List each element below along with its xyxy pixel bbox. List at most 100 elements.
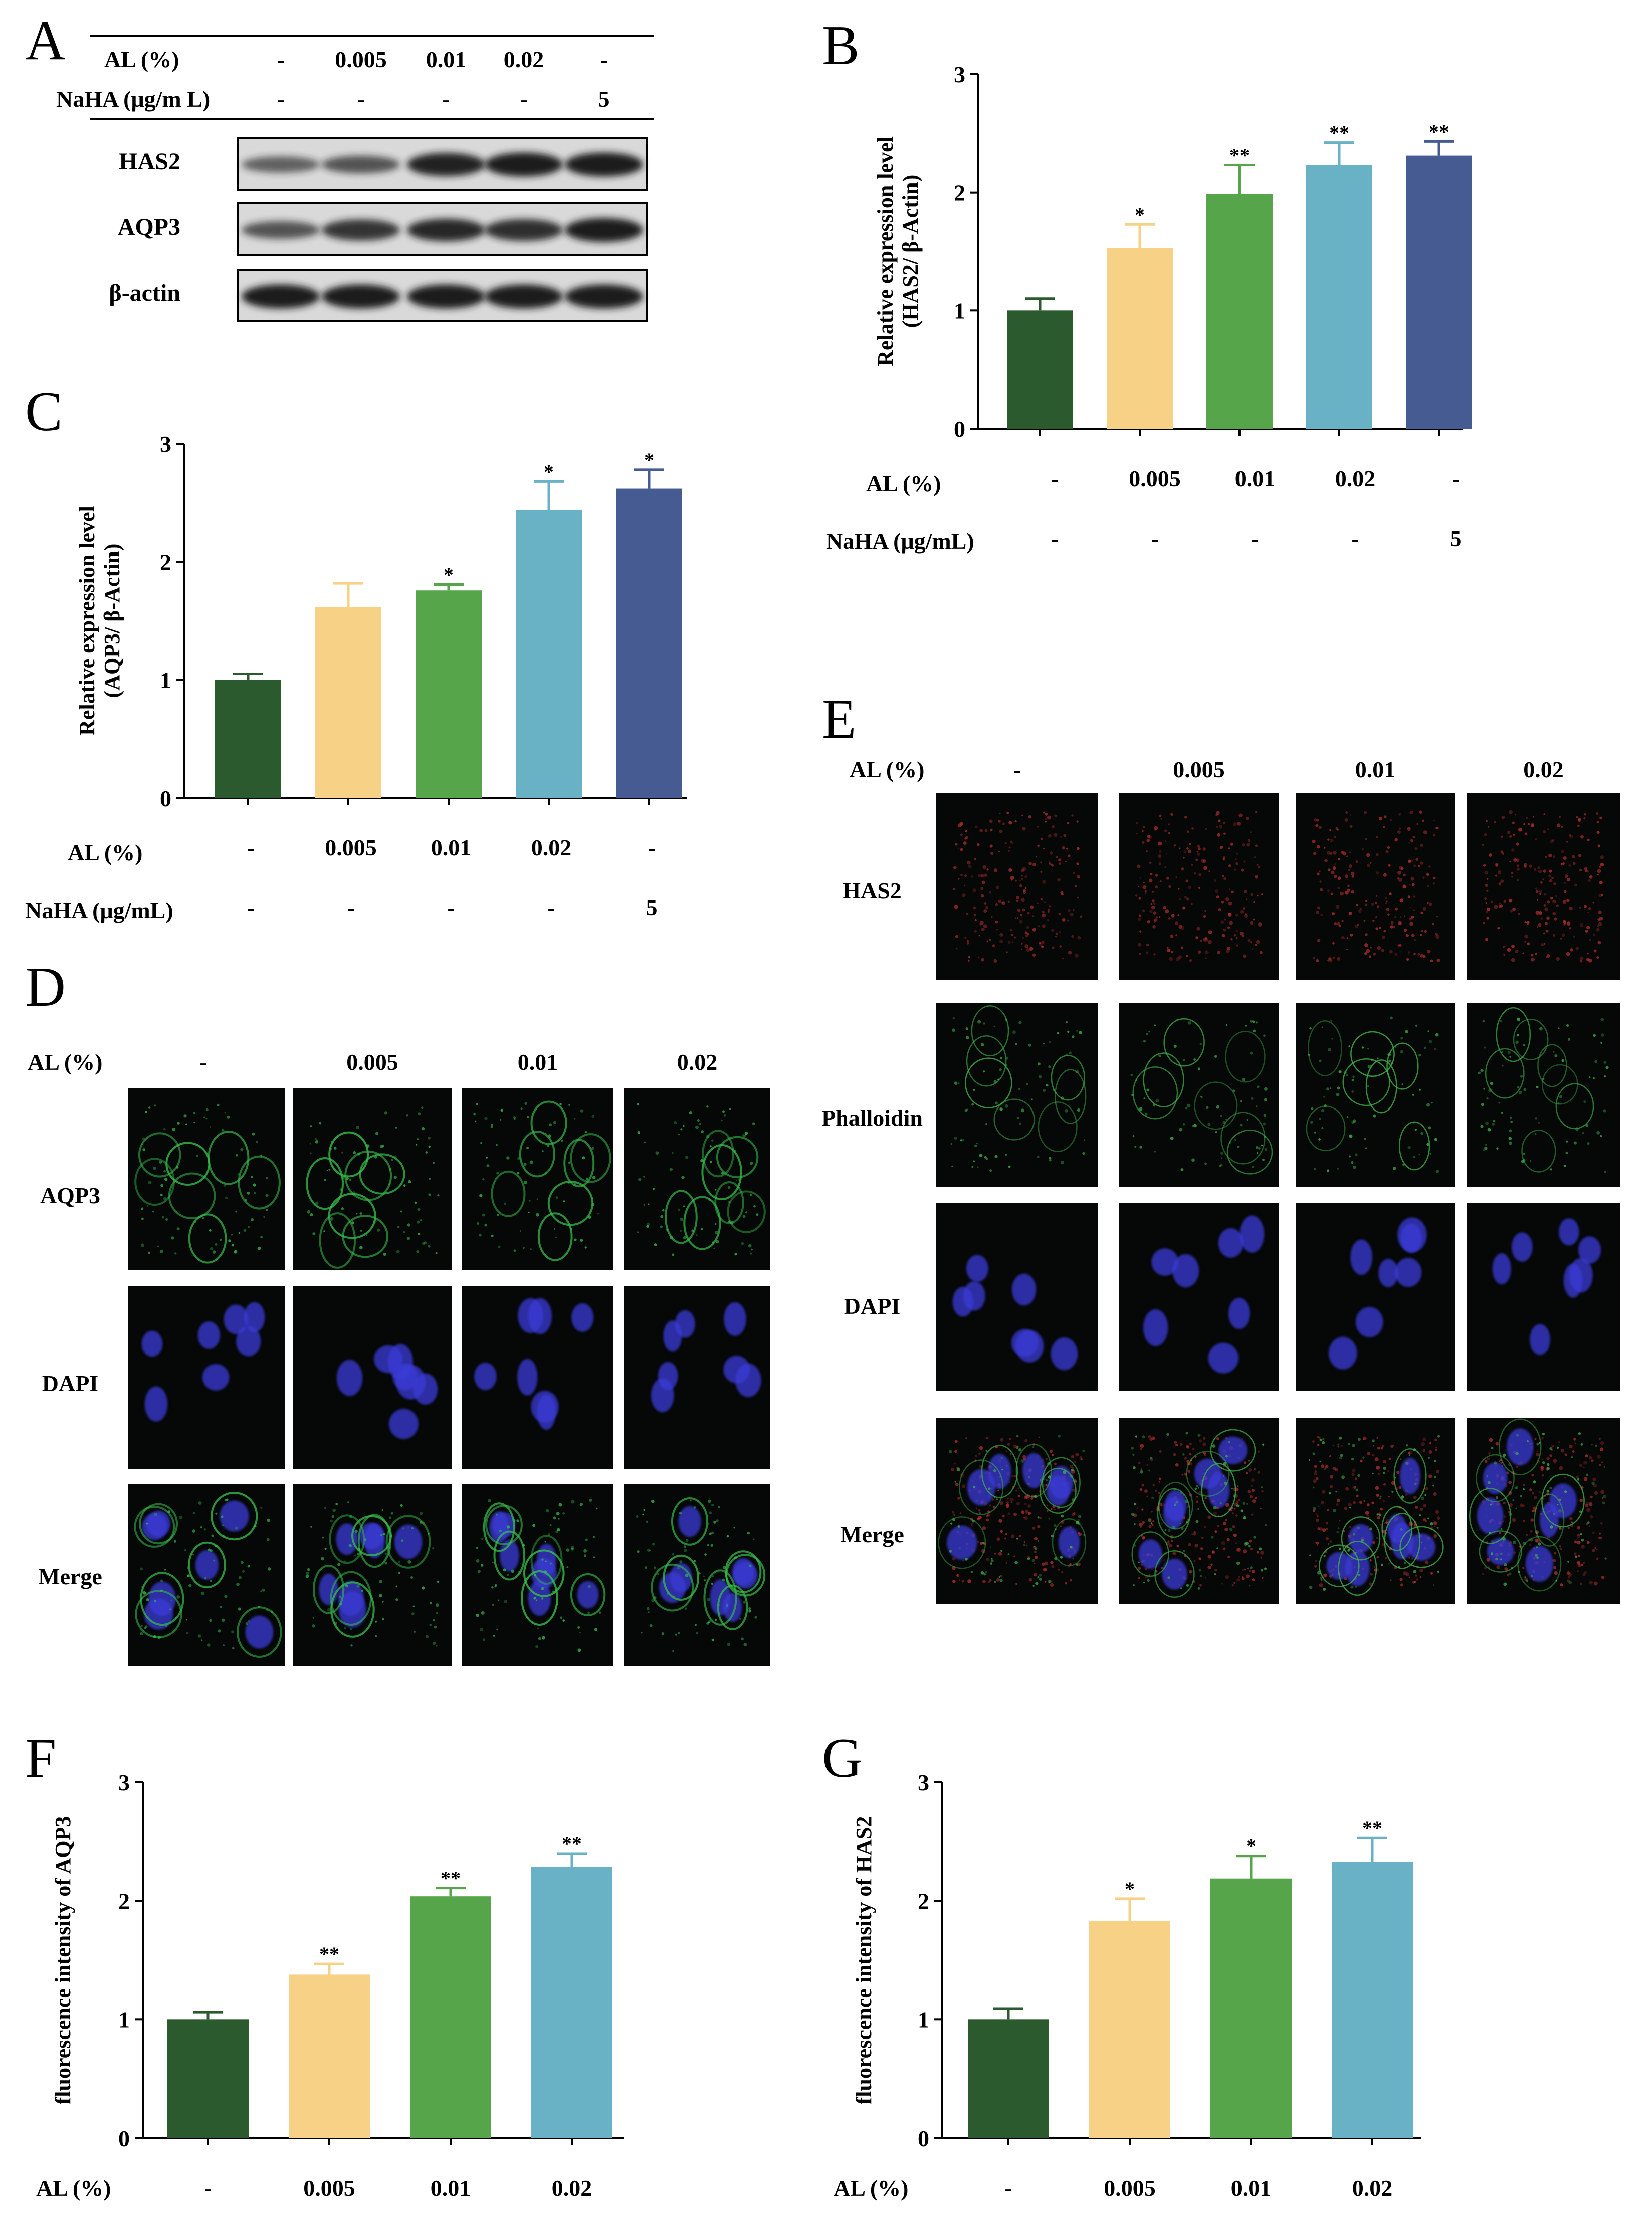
green-speckle xyxy=(1596,1131,1600,1135)
has2-speckle xyxy=(1397,830,1401,834)
panel-letter-e: E xyxy=(822,688,856,751)
has2-speckle xyxy=(1337,876,1341,880)
green-speckle xyxy=(234,1250,238,1254)
has2-speckle xyxy=(1595,812,1599,815)
has2-speckle xyxy=(984,829,988,832)
has2-speckle xyxy=(1188,1543,1191,1546)
has2-speckle xyxy=(1547,828,1549,830)
has2-speckle xyxy=(1215,813,1218,816)
has2-speckle xyxy=(1551,1445,1554,1448)
green-speckle xyxy=(974,1144,977,1147)
has2-speckle xyxy=(1404,915,1406,917)
has2-speckle xyxy=(1047,1510,1049,1512)
green-speckle xyxy=(1197,1487,1199,1489)
green-speckle xyxy=(1495,1558,1498,1561)
green-speckle xyxy=(1564,1490,1567,1493)
green-speckle xyxy=(1181,1527,1184,1530)
has2-speckle xyxy=(1555,895,1557,897)
green-speckle xyxy=(706,1622,709,1625)
has2-speckle xyxy=(1317,1436,1320,1438)
nucleus xyxy=(732,1558,755,1586)
green-speckle xyxy=(395,1598,398,1601)
green-speckle xyxy=(1264,1098,1267,1101)
has2-speckle xyxy=(1329,829,1332,831)
has2-speckle xyxy=(1330,838,1334,843)
has2-speckle xyxy=(1424,930,1427,933)
has2-speckle xyxy=(1583,1460,1587,1465)
has2-speckle xyxy=(1384,815,1387,818)
has2-speckle xyxy=(956,1574,959,1576)
has2-speckle xyxy=(1313,852,1317,855)
green-speckle xyxy=(248,1620,251,1623)
has2-speckle xyxy=(1571,1521,1573,1524)
green-speckle xyxy=(1049,1157,1052,1160)
micro-e-row-label: Phalloidin xyxy=(821,1105,923,1131)
has2-speckle xyxy=(1189,959,1192,962)
treatment-c-naha-value: - xyxy=(347,895,354,920)
green-speckle xyxy=(711,1583,713,1585)
green-speckle xyxy=(1341,1475,1345,1480)
green-speckle xyxy=(1500,1552,1503,1555)
green-speckle xyxy=(1518,1571,1521,1573)
has2-speckle xyxy=(1246,898,1248,900)
has2-speckle xyxy=(1038,1436,1040,1438)
has2-speckle xyxy=(1168,885,1171,888)
green-speckle xyxy=(1383,1467,1386,1470)
has2-speckle xyxy=(1376,1537,1379,1540)
has2-speckle xyxy=(1177,914,1180,917)
has2-speckle xyxy=(1225,897,1229,901)
has2-speckle xyxy=(1590,1495,1593,1498)
green-speckle xyxy=(1176,1019,1178,1021)
has2-speckle xyxy=(1020,869,1024,872)
green-speckle xyxy=(989,1169,992,1172)
green-speckle xyxy=(1034,1495,1037,1498)
green-speckle xyxy=(1354,1153,1358,1157)
green-speckle xyxy=(1180,1587,1182,1589)
green-speckle xyxy=(383,1253,386,1256)
has2-speckle xyxy=(1420,843,1423,847)
has2-speckle xyxy=(1243,1549,1247,1554)
has2-speckle xyxy=(1223,856,1225,859)
green-speckle xyxy=(516,1519,519,1522)
green-speckle xyxy=(952,1518,955,1521)
green-speckle xyxy=(711,1531,714,1534)
has2-speckle xyxy=(1188,849,1192,853)
green-speckle xyxy=(436,1645,438,1647)
has2-speckle xyxy=(1524,832,1528,835)
y-tick-label: 3 xyxy=(954,62,965,87)
green-speckle xyxy=(577,1626,580,1629)
has2-speckle xyxy=(1314,1465,1317,1468)
green-speckle xyxy=(310,1125,312,1128)
membrane-outline xyxy=(663,1554,699,1601)
has2-speckle xyxy=(1527,942,1530,946)
has2-speckle xyxy=(1569,1517,1573,1521)
green-speckle xyxy=(972,1485,976,1489)
has2-speckle xyxy=(1399,1578,1403,1581)
green-speckle xyxy=(555,1236,557,1239)
green-speckle xyxy=(1220,1152,1224,1155)
has2-speckle xyxy=(1062,918,1066,922)
green-speckle xyxy=(433,1619,435,1621)
has2-speckle xyxy=(1039,1517,1042,1519)
has2-speckle xyxy=(1433,819,1435,822)
has2-speckle xyxy=(1421,930,1423,932)
has2-speckle xyxy=(1345,811,1348,814)
green-speckle xyxy=(1008,1027,1010,1029)
green-speckle xyxy=(160,1579,163,1583)
green-speckle xyxy=(1486,1486,1488,1489)
has2-speckle xyxy=(1147,1459,1149,1461)
green-speckle xyxy=(1012,1030,1016,1034)
green-speckle xyxy=(524,1181,527,1184)
has2-speckle xyxy=(1383,873,1387,877)
membrane-outline xyxy=(1476,1454,1515,1503)
has2-speckle xyxy=(1380,1446,1384,1450)
has2-speckle xyxy=(1348,912,1352,915)
has2-speckle xyxy=(1409,907,1411,909)
has2-speckle xyxy=(1563,921,1566,925)
green-speckle xyxy=(644,1141,646,1143)
has2-speckle xyxy=(1566,952,1570,956)
has2-speckle xyxy=(1411,915,1414,919)
has2-speckle xyxy=(1258,1450,1260,1453)
green-speckle xyxy=(1035,1582,1039,1585)
green-speckle xyxy=(726,1535,729,1538)
